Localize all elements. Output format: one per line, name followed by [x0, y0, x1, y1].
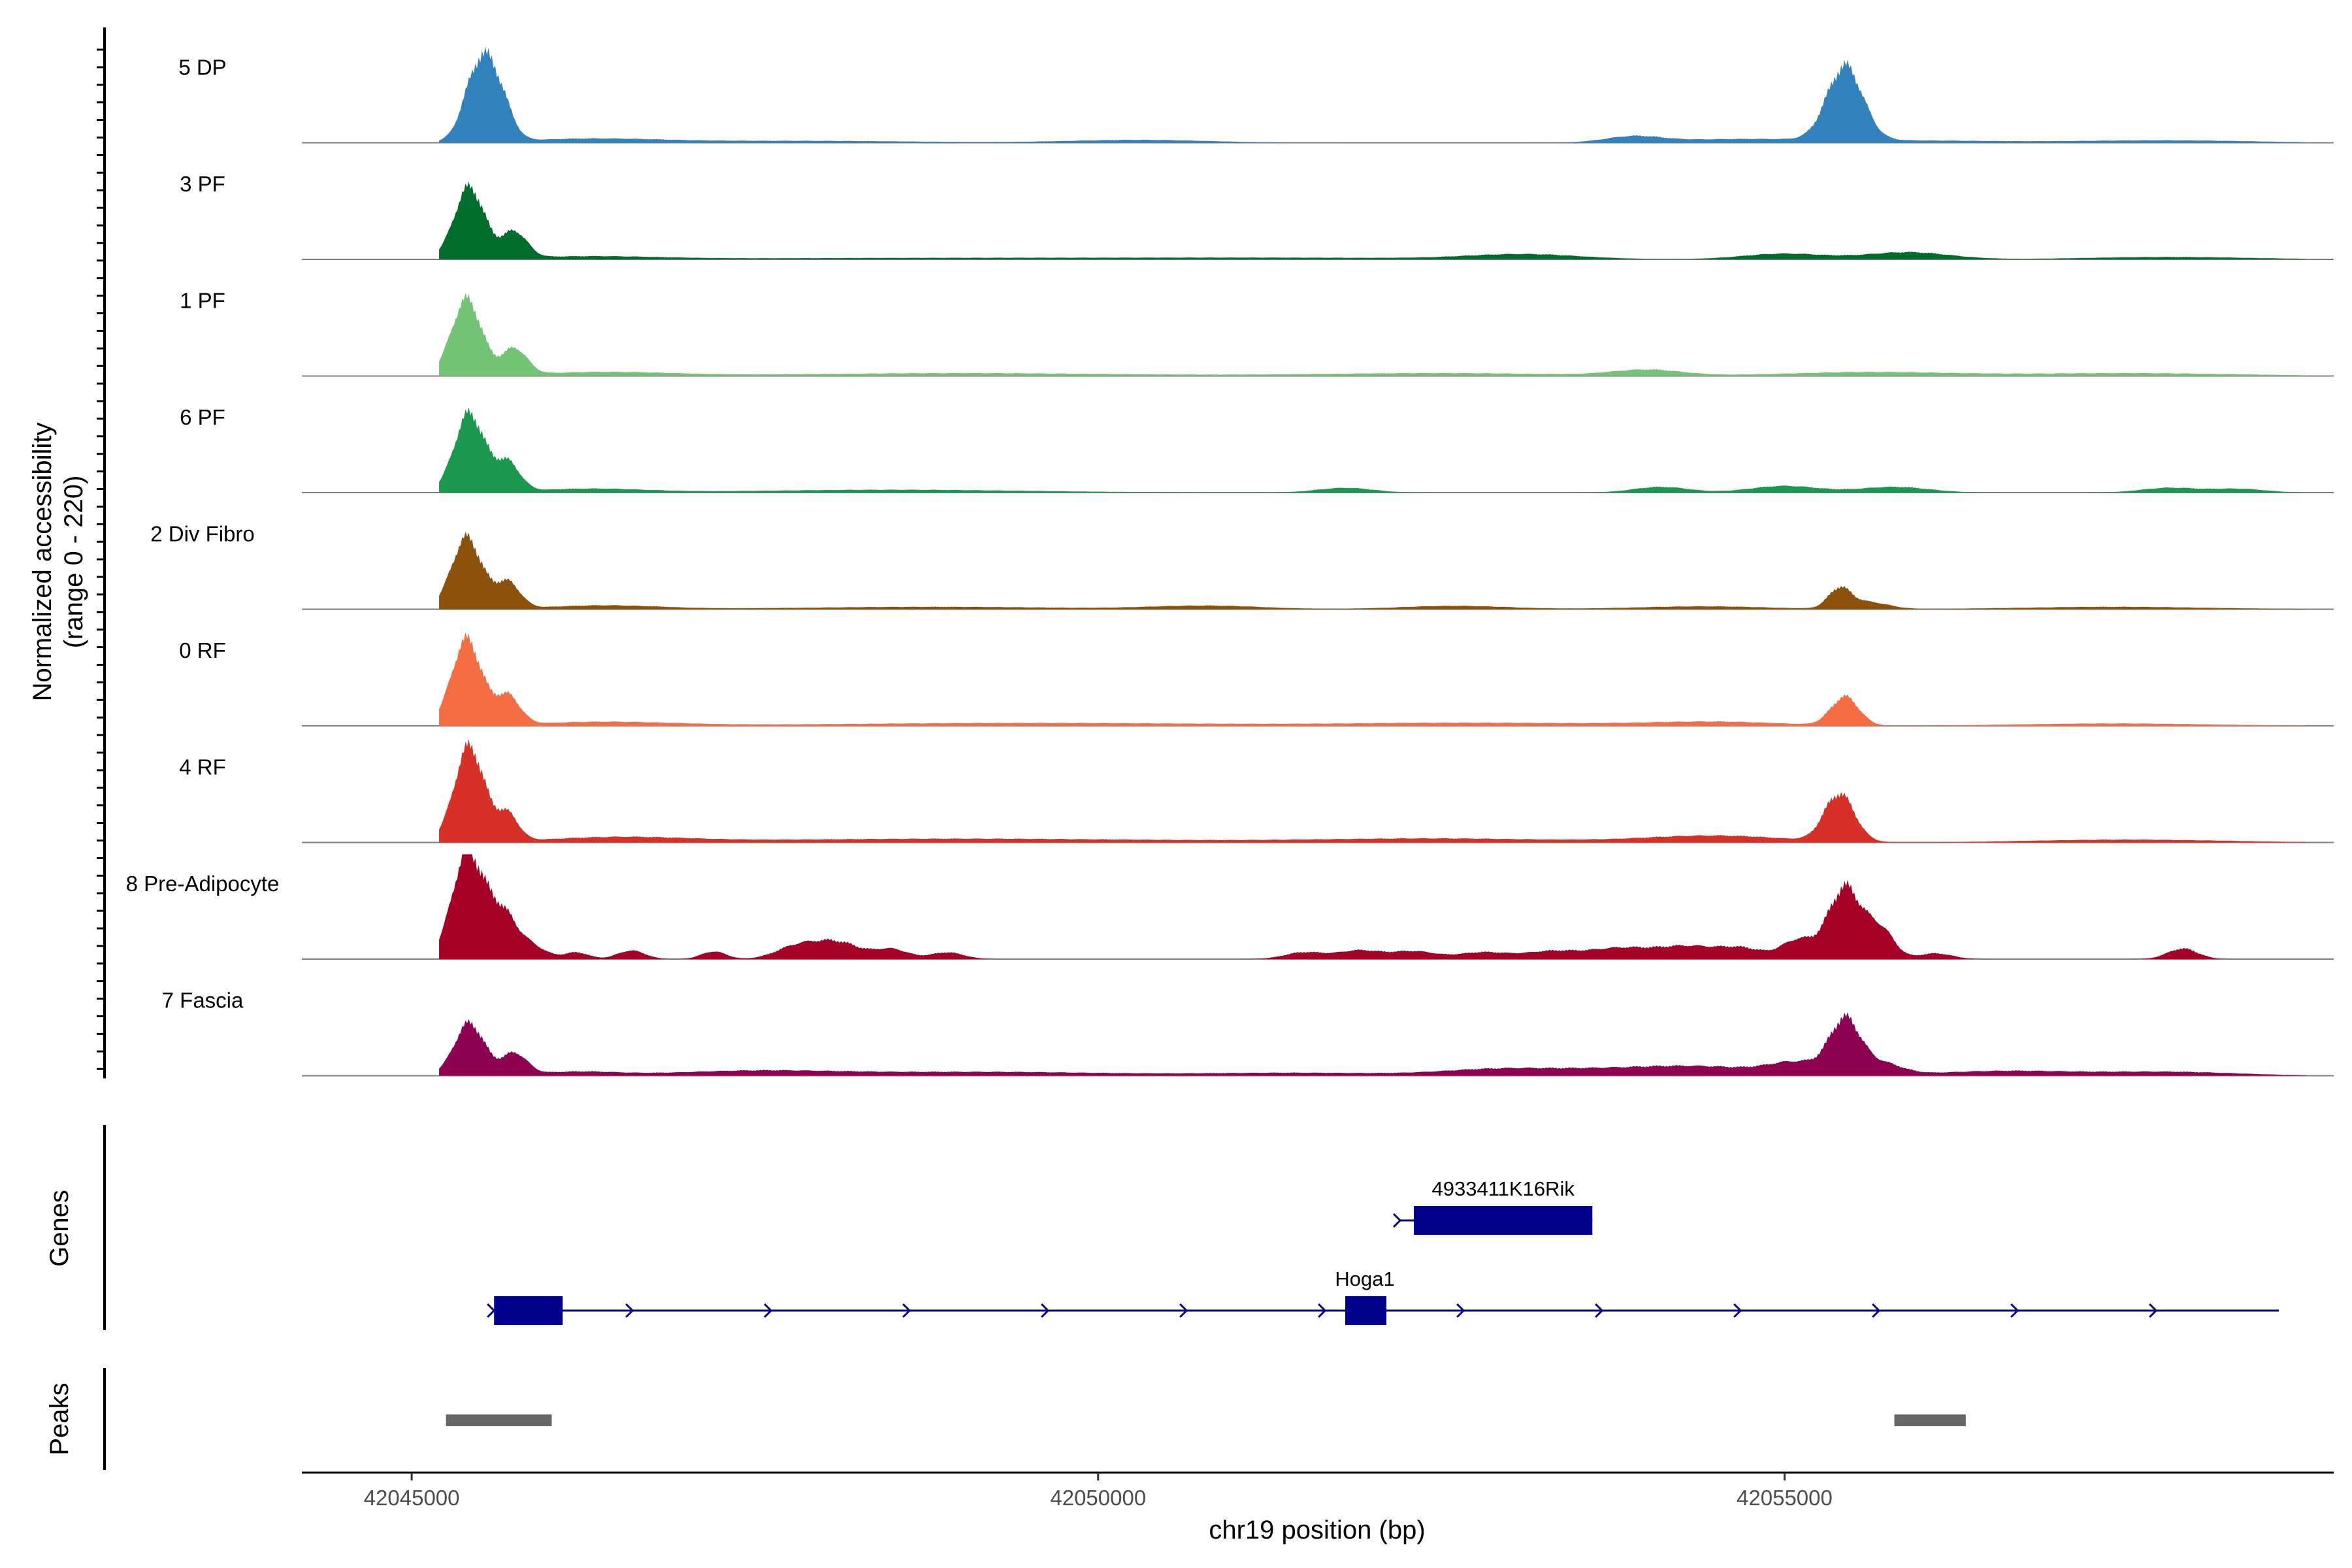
exon: [1414, 1206, 1593, 1235]
track-label: 7 Fascia: [162, 988, 244, 1013]
track-6: 4 RF: [179, 739, 2334, 843]
strand-arrow: [487, 1303, 496, 1318]
track-label: 0 RF: [179, 638, 226, 662]
x-axis-title: chr19 position (bp): [1209, 1516, 1425, 1544]
coverage-area: [439, 181, 2306, 259]
track-7: 8 Pre-Adipocyte: [126, 854, 2334, 960]
gene-4933411K16Rik: 4933411K16Rik: [1393, 1177, 1593, 1235]
track-4: 2 Div Fibro: [150, 522, 2334, 610]
track-label: 1 PF: [180, 289, 225, 313]
strand-arrow: [764, 1303, 773, 1318]
x-tick-label: 42055000: [1737, 1486, 1833, 1510]
track-2: 1 PF: [180, 289, 2334, 377]
gene-label: 4933411K16Rik: [1432, 1177, 1575, 1200]
x-tick-label: 42045000: [364, 1486, 460, 1510]
track-3: 6 PF: [180, 405, 2334, 493]
strand-arrow: [2149, 1303, 2158, 1318]
strand-arrow: [1393, 1213, 1402, 1228]
strand-arrow: [1733, 1303, 1742, 1318]
gene-label: Hoga1: [1335, 1267, 1394, 1290]
track-0: 5 DP: [178, 46, 2334, 144]
coverage-area: [439, 632, 2306, 726]
strand-arrow: [1595, 1303, 1604, 1318]
coverage-area: [439, 407, 2306, 493]
strand-arrow: [625, 1303, 634, 1318]
track-8: 7 Fascia: [162, 988, 2334, 1077]
strand-arrow: [1041, 1303, 1050, 1318]
coverage-area: [439, 854, 2306, 959]
y-axis-title-line2: (range 0 - 220): [59, 476, 88, 649]
gene-Hoga1: Hoga1: [487, 1267, 2279, 1325]
genes-panel-title: Genes: [45, 1190, 74, 1267]
track-label: 4 RF: [179, 755, 226, 779]
coverage-area: [439, 46, 2306, 143]
strand-arrow: [902, 1303, 911, 1318]
genes-panel: Genes 4933411K16Rik Hoga1: [45, 1125, 2279, 1330]
strand-arrow: [1179, 1303, 1188, 1318]
track-1: 3 PF: [180, 172, 2334, 260]
track-label: 2 Div Fibro: [150, 522, 255, 546]
coverage-area: [439, 1012, 2306, 1076]
track-label: 5 DP: [178, 56, 226, 80]
y-axis: [97, 27, 106, 1079]
track-label: 8 Pre-Adipocyte: [126, 872, 280, 896]
coverage-area: [439, 531, 2306, 610]
strand-arrow: [2010, 1303, 2019, 1318]
peaks-panel-title: Peaks: [45, 1382, 74, 1455]
coverage-area: [439, 739, 2306, 843]
exon: [494, 1296, 563, 1325]
coverage-tracks: 5 DP 3 PF 1 PF 6 PF 2 Div Fibro 0 RF 4 RF 8 Pre…: [126, 46, 2334, 1077]
track-label: 6 PF: [180, 405, 225, 429]
track-label: 3 PF: [180, 172, 225, 196]
strand-arrow: [1872, 1303, 1881, 1318]
track-5: 0 RF: [179, 632, 2334, 727]
peak-region: [446, 1414, 552, 1426]
x-tick-label: 42050000: [1050, 1486, 1146, 1510]
exon: [1345, 1296, 1387, 1325]
strand-arrow: [1456, 1303, 1465, 1318]
strand-arrow: [1318, 1303, 1327, 1318]
y-axis-title-line1: Normalized accessibility: [28, 423, 57, 702]
coverage-area: [439, 293, 2306, 376]
peaks-panel: Peaks: [45, 1368, 1966, 1470]
x-axis: chr19 position (bp) 42045000 42050000 4205…: [302, 1471, 2334, 1544]
peak-region: [1894, 1414, 1966, 1426]
